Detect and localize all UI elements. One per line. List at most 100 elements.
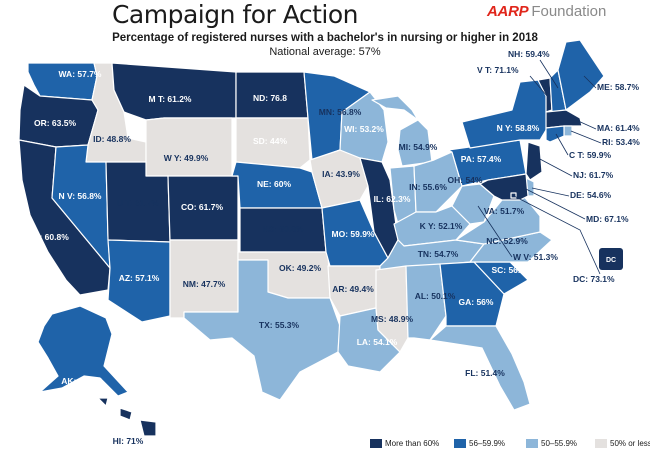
state-label-wy: W Y: 49.9% (164, 153, 209, 163)
state-ak (37, 305, 129, 397)
legend-item-more-than-60: More than 60% (370, 437, 439, 450)
state-al (405, 263, 447, 341)
legend-label: More than 60% (385, 439, 440, 448)
state-label-ia: IA: 43.9% (322, 169, 360, 179)
state-label-tx: TX: 55.3% (259, 320, 300, 330)
state-label-nm: NM: 47.7% (183, 279, 226, 289)
state-label-wv: W V: 51.3% (513, 252, 558, 262)
state-hi (97, 397, 157, 437)
state-dc (510, 192, 517, 199)
state-labels: WA: 57.7% OR: 63.5% CA: 60.8% ID: 48.8% N V:… (27, 49, 640, 446)
state-ny (461, 79, 549, 149)
state-label-ne: NE: 60% (257, 179, 291, 189)
state-label-pa: PA: 57.4% (461, 154, 502, 164)
state-label-mt: M T: 61.2% (149, 94, 192, 104)
state-label-de: DE: 54.6% (570, 190, 612, 200)
label-leader-lines (477, 59, 602, 275)
leader-line-nj (537, 157, 573, 177)
state-wy (145, 117, 233, 177)
national-average: National average: 57% (269, 46, 381, 58)
state-label-ct: C T: 59.9% (569, 150, 611, 160)
state-label-ut: U T: 61.7% (117, 198, 159, 208)
leader-line-ma (575, 119, 597, 130)
state-label-al: AL: 50.1% (415, 291, 456, 301)
brand-name: AARP (487, 3, 529, 20)
state-label-va: VA: 51.7% (484, 206, 525, 216)
state-label-ak: AK: 58.1% (61, 376, 103, 386)
state-label-ri: RI: 53.4% (602, 137, 640, 147)
leader-line-de (531, 187, 570, 197)
state-mt (111, 62, 237, 121)
state-label-vt: V T: 71.1% (477, 65, 519, 75)
state-label-md: MD: 67.1% (586, 214, 629, 224)
state-label-or: OR: 63.5% (34, 118, 76, 128)
state-tx (183, 259, 341, 401)
state-label-wi: WI: 53.2% (344, 124, 384, 134)
state-label-la: LA: 54.1% (357, 337, 398, 347)
state-label-ky: K Y: 52.1% (420, 221, 463, 231)
state-label-ar: AR: 49.4% (332, 284, 374, 294)
state-label-ms: MS: 48.9% (371, 314, 413, 324)
state-shapes (18, 39, 605, 437)
state-label-nd: ND: 76.8 (253, 93, 287, 103)
state-label-sc: SC: 56.1% (491, 265, 533, 275)
state-fl (429, 325, 531, 411)
state-nj (525, 141, 543, 181)
state-label-mo: MO: 59.9% (332, 229, 375, 239)
leader-line-dc (513, 195, 601, 275)
leader-line-nh (539, 59, 559, 89)
state-ri (563, 125, 573, 137)
legend-label: 50–55.9% (541, 439, 578, 448)
legend-swatch-tier2 (454, 439, 466, 448)
state-label-tn: TN: 54.7% (418, 249, 459, 259)
state-label-oh: OH: 54% (448, 175, 483, 185)
state-label-nj: NJ: 61.7% (573, 170, 614, 180)
state-ma (545, 109, 583, 129)
legend-swatch-tier4 (595, 439, 607, 448)
state-label-mn: MN: 56.8% (319, 107, 362, 117)
leader-line-me (583, 75, 597, 89)
state-label-ny: N Y: 58.8% (497, 123, 540, 133)
brand-suffix: Foundation (531, 3, 607, 20)
leader-line-vt (529, 75, 548, 97)
leader-line-ri (570, 130, 602, 144)
dc-inset-badge (599, 248, 623, 270)
brand-logo: AARP Foundation (487, 3, 606, 21)
leader-line-md (523, 187, 586, 220)
state-label-ma: MA: 61.4% (597, 123, 640, 133)
state-label-co: CO: 61.7% (181, 202, 223, 212)
state-label-ok: OK: 49.2% (279, 263, 321, 273)
leader-line-wv (477, 205, 513, 258)
legend-item-50-55: 50–55.9% (526, 437, 577, 450)
legend-swatch-tier1 (370, 439, 382, 448)
state-label-nv: N V: 56.8% (59, 191, 102, 201)
state-label-nh: NH: 59.4% (508, 49, 550, 59)
state-wi (339, 91, 389, 163)
legend-item-50-or-less: 50% or less (595, 437, 650, 450)
state-co (167, 175, 239, 241)
state-label-hi: HI: 71% (113, 436, 144, 446)
legend-label: 50% or less (610, 439, 650, 448)
state-label-wa: WA: 57.7% (59, 69, 102, 79)
state-label-nc: NC: 52.9% (486, 236, 528, 246)
page-title: Campaign for Action (111, 0, 359, 29)
state-label-dc: DC: 73.1% (573, 274, 615, 284)
state-label-ks: KS: 60.8% (262, 224, 304, 234)
state-label-ca: CA: 60.8% (27, 232, 69, 242)
map-subtitle: Percentage of registered nurses with a b… (112, 32, 538, 44)
state-label-il: IL: 62.3% (374, 194, 411, 204)
dc-inset-label: DC (606, 257, 616, 264)
state-label-az: AZ: 57.1% (119, 273, 160, 283)
map-legend: More than 60% 56–59.9% 50–55.9% 50% or l… (370, 437, 650, 450)
legend-swatch-tier3 (526, 439, 538, 448)
leader-line-ct (555, 133, 569, 156)
state-label-mi: MI: 54.9% (399, 142, 438, 152)
state-sd (235, 117, 311, 169)
state-label-me: ME: 58.7% (597, 82, 639, 92)
legend-item-56-59: 56–59.9% (454, 437, 505, 450)
state-label-ga: GA: 56% (459, 297, 494, 307)
state-label-sd: SD: 44% (253, 136, 287, 146)
state-me (557, 39, 605, 111)
state-ct (545, 125, 565, 143)
